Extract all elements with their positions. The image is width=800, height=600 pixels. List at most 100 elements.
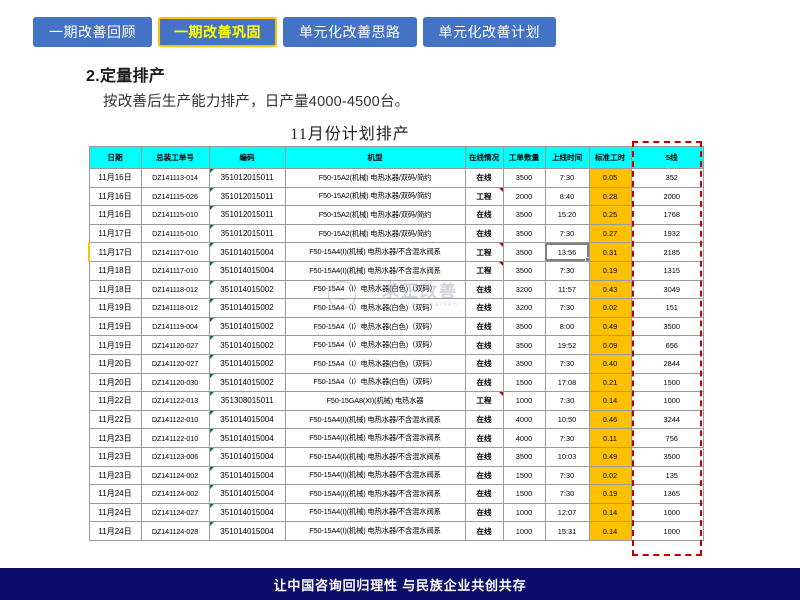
cell-status[interactable]: 在线 [464,205,504,225]
cell-line5[interactable]: 1000 [641,521,704,541]
cell-line5[interactable]: 3500 [641,446,704,467]
cell-online-time[interactable]: 7:30 [544,223,590,244]
cell-order[interactable]: DZ141122-013 [140,391,210,411]
col-header-qty[interactable]: 工单数量 [502,146,546,169]
cell-model[interactable]: F50-15A4（Ⅰ）电热水器(白色)（双码） [284,316,466,337]
cell-date[interactable]: 11月24日 [88,484,142,504]
cell-model[interactable]: F50-15A2(机械) 电热水器/双码/简约 [284,205,466,225]
cell-order[interactable]: DZ141124-028 [140,521,210,541]
col-header-std[interactable]: 标准工时 [588,146,632,169]
cell-model[interactable]: F50-15A4（Ⅰ）电热水器(白色)（双码） [284,372,466,393]
cell-standard-hours[interactable]: 0.46 [588,409,632,430]
cell-quantity[interactable]: 3500 [502,353,546,374]
table-row[interactable]: 11月16日 DZ141115-026 351012015011 F50-15A2(机… [88,186,704,207]
cell-order[interactable]: DZ141117-010 [140,242,210,262]
tab-phase1-review[interactable]: 一期改善回顾 [33,17,152,47]
cell-line5[interactable]: 1500 [641,372,704,393]
cell-quantity[interactable]: 1000 [502,502,546,523]
table-row[interactable]: 11月20日 DZ141120-030 351014015002 F50-15A4（Ⅰ… [88,372,704,393]
cell-model[interactable]: F50-15A2(机械) 电热水器/双码/简约 [284,186,466,207]
cell-standard-hours[interactable]: 0.09 [588,335,632,355]
cell-code[interactable]: 351014015004 [208,260,286,281]
cell-line5[interactable]: 1000 [641,391,704,411]
table-row[interactable]: 11月24日 DZ141124-002 351014015004 F50-15A4(Ⅰ… [88,484,704,504]
cell-model[interactable]: F50-15A4(Ⅰ)(机械) 电热水器/不含混水阀系 [284,409,466,430]
table-row[interactable]: 11月19日 DZ141119-004 351014015002 F50-15A4（Ⅰ… [88,316,704,337]
cell-model[interactable]: F50-15A4(Ⅰ)(机械) 电热水器/不含混水阀系 [284,484,466,504]
cell-online-time[interactable]: 10:50 [544,409,590,430]
table-row[interactable]: 11月17日 DZ141115-010 351012015011 F50-15A2(机… [88,223,704,244]
cell-code[interactable]: 351308015011 [208,391,286,411]
table-row[interactable]: 11月24日 DZ141124-027 351014015004 F50-15A4(Ⅰ… [88,502,704,523]
cell-status[interactable]: 在线 [464,335,504,355]
cell-date[interactable]: 11月18日 [88,279,142,300]
cell-status[interactable]: 在线 [464,409,504,430]
cell-quantity[interactable]: 3500 [502,223,546,244]
cell-date[interactable]: 11月18日 [88,260,142,281]
cell-quantity[interactable]: 3500 [502,260,546,281]
cell-code[interactable]: 351014015002 [208,353,286,374]
col-header-model[interactable]: 机型 [284,146,466,169]
table-row[interactable]: 11月22日 DZ141122-010 351014015004 F50-15A4(Ⅰ… [88,409,704,430]
table-row[interactable]: 11月19日 DZ141120-027 351014015002 F50-15A4（Ⅰ… [88,335,704,355]
cell-standard-hours[interactable]: 0.31 [588,242,632,262]
cell-online-time[interactable]: 8:00 [544,316,590,337]
cell-code[interactable]: 351014015004 [208,242,286,262]
cell-status[interactable]: 在线 [464,223,504,244]
cell-status[interactable]: 工程 [464,242,504,262]
cell-line5[interactable]: 3244 [641,409,704,430]
table-row[interactable]: 11月24日 DZ141124-028 351014015004 F50-15A4(Ⅰ… [88,521,704,541]
cell-quantity[interactable]: 1500 [502,372,546,393]
cell-quantity[interactable]: 3500 [502,446,546,467]
cell-online-time[interactable]: 7:30 [544,353,590,374]
cell-status[interactable]: 在线 [464,353,504,374]
cell-standard-hours[interactable]: 0.02 [588,298,632,318]
col-header-order[interactable]: 总装工单号 [140,146,210,169]
cell-model[interactable]: F50-15A4(Ⅰ)(机械) 电热水器/不含混水阀系 [284,446,466,467]
cell-date[interactable]: 11月24日 [88,502,142,523]
table-row[interactable]: 11月23日 DZ141123-006 351014015004 F50-15A4(Ⅰ… [88,446,704,467]
cell-standard-hours[interactable]: 0.14 [588,502,632,523]
cell-online-time[interactable]: 15:31 [544,521,590,541]
cell-date[interactable]: 11月17日 [88,223,142,244]
cell-date[interactable]: 11月19日 [88,316,142,337]
cell-line5[interactable]: 2185 [641,242,704,262]
cell-code[interactable]: 351014015002 [208,279,286,300]
cell-standard-hours[interactable]: 0.14 [588,391,632,411]
cell-code[interactable]: 351014015004 [208,502,286,523]
cell-order[interactable]: DZ141118-012 [140,298,210,318]
cell-status[interactable]: 在线 [464,428,504,448]
cell-standard-hours[interactable]: 0.28 [588,186,632,207]
cell-quantity[interactable]: 3500 [502,205,546,225]
cell-order[interactable]: DZ141115-010 [140,205,210,225]
table-row[interactable]: 11月16日 DZ141113-014 351012015011 F50-15A2(机… [88,168,704,188]
cell-online-time[interactable]: 10:03 [544,446,590,467]
cell-status[interactable]: 在线 [464,502,504,523]
cell-code[interactable]: 351014015004 [208,521,286,541]
cell-quantity[interactable]: 3500 [502,242,546,262]
cell-model[interactable]: F50-15A4（Ⅰ）电热水器(白色)（双码） [284,279,466,300]
tab-phase1-consolidation[interactable]: 一期改善巩固 [158,17,277,47]
cell-line5[interactable]: 656 [641,335,704,355]
cell-online-time[interactable]: 12:07 [544,502,590,523]
cell-date[interactable]: 11月16日 [88,186,142,207]
cell-date[interactable]: 11月19日 [88,298,142,318]
cell-model[interactable]: F50-15A2(机械) 电热水器/双码/简约 [284,223,466,244]
cell-date[interactable]: 11月23日 [88,465,142,486]
cell-quantity[interactable]: 1000 [502,521,546,541]
cell-quantity[interactable]: 1500 [502,484,546,504]
cell-online-time[interactable]: 8:40 [544,186,590,207]
cell-date[interactable]: 11月17日 [88,242,142,262]
cell-online-time[interactable]: 13:56 [544,242,590,262]
cell-model[interactable]: F50-15A4(Ⅰ)(机械) 电热水器/不含混水阀系 [284,521,466,541]
cell-status[interactable]: 在线 [464,521,504,541]
cell-model[interactable]: F50-15A4(Ⅰ)(机械) 电热水器/不含混水阀系 [284,242,466,262]
cell-order[interactable]: DZ141115-010 [140,223,210,244]
cell-standard-hours[interactable]: 0.25 [588,205,632,225]
cell-status[interactable]: 工程 [464,391,504,411]
cell-line5[interactable]: 1000 [641,502,704,523]
cell-date[interactable]: 11月24日 [88,521,142,541]
cell-quantity[interactable]: 2000 [502,186,546,207]
cell-code[interactable]: 351014015002 [208,316,286,337]
cell-quantity[interactable]: 1500 [502,465,546,486]
